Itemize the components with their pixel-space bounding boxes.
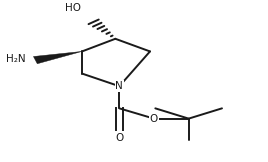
- Text: O: O: [115, 133, 124, 143]
- Text: O: O: [150, 114, 158, 124]
- Text: HO: HO: [65, 3, 81, 13]
- Polygon shape: [34, 51, 82, 64]
- Text: H₂N: H₂N: [6, 54, 26, 64]
- Text: N: N: [116, 81, 123, 91]
